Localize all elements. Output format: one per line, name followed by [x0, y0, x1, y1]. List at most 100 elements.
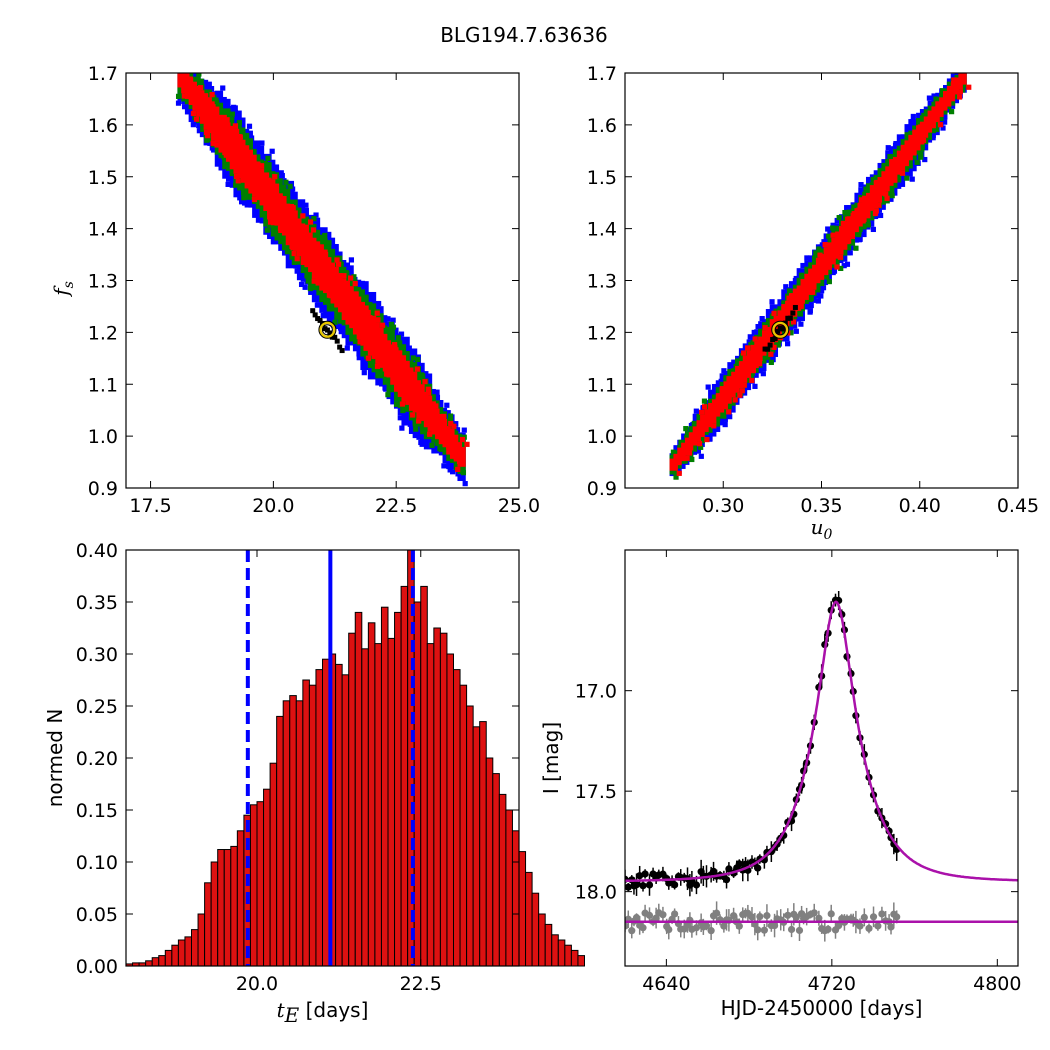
density-cell-blue: [208, 86, 215, 92]
histogram-bar: [551, 934, 559, 967]
density-cell-red: [937, 122, 944, 128]
density-cell-red: [352, 280, 358, 287]
density-cell-blue: [727, 414, 733, 420]
density-cell-red: [235, 178, 241, 184]
density-cell-blue: [196, 128, 202, 134]
data-point: [722, 876, 731, 884]
density-cell-blue: [175, 100, 182, 106]
density-cell-blue: [461, 427, 467, 433]
density-cell-blue: [954, 63, 959, 68]
density-cell-green: [937, 114, 943, 120]
density-cell-red: [726, 409, 732, 415]
density-cell-blue: [298, 281, 305, 288]
density-cell-red: [214, 142, 220, 148]
density-cell-green: [816, 246, 822, 252]
density-cell-green: [889, 193, 895, 199]
density-cell-red: [307, 219, 314, 225]
histogram-bar: [223, 849, 232, 967]
residual-point: [893, 913, 901, 921]
x-tick-label: 4720: [808, 973, 856, 995]
density-cell-red: [197, 85, 204, 91]
density-cell-red: [749, 377, 755, 384]
density-cell-green: [768, 359, 774, 366]
histogram-bar: [217, 849, 225, 967]
density-cell-green: [265, 155, 271, 161]
density-cell-red: [400, 355, 406, 361]
density-cell-green: [739, 353, 745, 359]
y-tick-label: 1.2: [88, 322, 118, 344]
density-cell-red: [363, 345, 369, 351]
residual-point: [692, 924, 701, 932]
density-cell-red: [234, 128, 240, 135]
density-cell-blue: [441, 463, 447, 469]
density-cell-red: [771, 344, 777, 350]
histogram-bar: [184, 936, 192, 967]
histogram-bar: [525, 871, 533, 967]
density-cell-blue: [462, 481, 468, 487]
density-cell-red: [884, 195, 890, 201]
histogram-bar: [361, 648, 369, 967]
density-cell-green: [673, 474, 679, 480]
density-cell-green: [939, 88, 946, 94]
density-cell-blue: [856, 237, 863, 243]
density-cell-blue: [361, 370, 367, 376]
density-cell-green: [213, 97, 219, 103]
density-cell-green: [842, 209, 848, 216]
histogram-bar: [492, 773, 500, 967]
y-tick-label: 0.10: [76, 852, 118, 874]
density-cell-green: [949, 99, 955, 105]
density-cell-red: [209, 92, 215, 98]
histogram-bar: [289, 695, 297, 967]
histogram-bar: [446, 653, 455, 967]
density-cell-blue: [785, 341, 791, 347]
data-point: [632, 881, 641, 889]
density-cell-blue: [406, 345, 412, 351]
density-cell-blue: [279, 172, 285, 179]
x-axis-label-main: u: [811, 515, 824, 539]
density-cell-green: [788, 330, 794, 336]
density-cell-red: [798, 303, 804, 309]
residual-point: [865, 924, 873, 933]
density-cell-red: [441, 413, 447, 420]
best-fit-marker-inner: [774, 324, 786, 336]
density-cell-red: [334, 257, 340, 263]
density-cell-blue: [807, 308, 813, 314]
best-fit-marker-outline: [771, 320, 790, 339]
density-cell-best: [787, 315, 793, 321]
density-cell-best: [775, 328, 781, 334]
density-cell-red: [448, 429, 454, 435]
residual-point: [856, 922, 864, 930]
y-tick-label: 1.7: [587, 63, 617, 85]
density-cell-green: [388, 321, 395, 327]
density-cell-blue: [344, 345, 350, 351]
histogram-bar: [498, 793, 507, 967]
density-cell-green: [683, 426, 689, 432]
data-point: [754, 864, 762, 872]
density-cell-green: [311, 216, 317, 222]
histogram-bar: [354, 611, 363, 967]
density-cell-blue: [347, 271, 353, 277]
density-cell-blue: [444, 402, 450, 408]
density-cell-green: [326, 240, 332, 246]
y-tick-label: 0.05: [76, 904, 118, 926]
density-cell-blue: [885, 145, 891, 151]
density-cell-red: [181, 93, 187, 99]
density-cell-red: [379, 322, 386, 328]
density-cell-green: [447, 417, 454, 423]
histogram-bar: [374, 643, 382, 967]
density-cell-blue: [434, 394, 441, 401]
data-point: [692, 881, 701, 889]
histogram-bar: [433, 627, 441, 967]
density-cell-green: [385, 392, 391, 398]
density-cell-best: [792, 304, 798, 310]
best-fit-marker-outline: [318, 320, 337, 339]
density-cell-blue: [290, 186, 296, 192]
histogram-bar: [380, 606, 389, 967]
density-cell-red: [311, 278, 317, 284]
density-cell-green: [395, 335, 401, 341]
y-tick-label: 1.5: [587, 167, 617, 189]
density-cell-blue: [232, 105, 238, 111]
density-cell-green: [698, 444, 704, 450]
density-cell-red: [771, 310, 777, 316]
density-cell-green: [241, 195, 247, 201]
